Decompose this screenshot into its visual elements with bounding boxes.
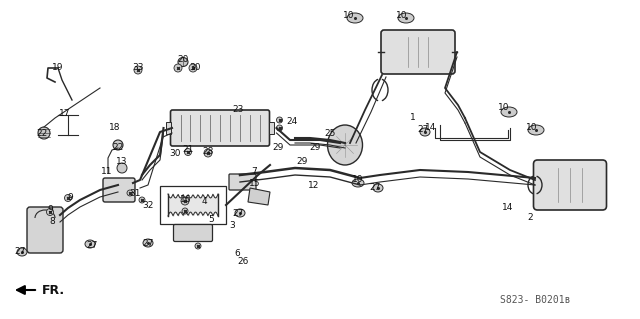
Text: 31: 31 (129, 189, 141, 197)
FancyBboxPatch shape (103, 178, 135, 202)
Circle shape (182, 208, 188, 214)
Text: 27: 27 (14, 248, 26, 256)
Text: 7: 7 (251, 167, 257, 176)
Text: 22: 22 (113, 144, 124, 152)
Text: 24: 24 (286, 117, 298, 127)
Circle shape (204, 149, 212, 157)
Circle shape (174, 64, 182, 72)
Text: 5: 5 (208, 216, 214, 225)
Text: 11: 11 (101, 167, 113, 176)
Text: 22: 22 (36, 129, 47, 137)
FancyBboxPatch shape (381, 30, 455, 74)
Text: 10: 10 (352, 175, 364, 184)
Text: 23: 23 (232, 106, 244, 115)
Ellipse shape (113, 140, 123, 150)
Bar (160, 186, 226, 224)
Ellipse shape (352, 179, 364, 187)
Text: 13: 13 (116, 158, 128, 167)
Circle shape (195, 243, 201, 249)
Circle shape (127, 190, 133, 196)
Ellipse shape (420, 128, 430, 136)
FancyBboxPatch shape (229, 174, 256, 190)
Text: 10: 10 (343, 11, 355, 19)
Text: 3: 3 (229, 220, 235, 229)
Text: 27: 27 (142, 239, 154, 248)
Text: 9: 9 (47, 205, 53, 214)
Text: 28: 28 (202, 147, 214, 157)
Ellipse shape (17, 248, 27, 256)
Bar (166, 122, 171, 134)
Ellipse shape (528, 125, 544, 135)
Ellipse shape (373, 184, 383, 192)
Text: 30: 30 (189, 63, 201, 71)
Text: 10: 10 (499, 103, 509, 113)
Text: 9: 9 (67, 194, 73, 203)
Ellipse shape (143, 239, 153, 247)
Text: 30: 30 (169, 149, 180, 158)
Text: 29: 29 (296, 158, 308, 167)
Text: 19: 19 (52, 63, 64, 72)
Text: 26: 26 (237, 257, 249, 266)
Circle shape (189, 64, 197, 72)
Text: 1: 1 (410, 114, 416, 122)
Text: 4: 4 (201, 197, 207, 206)
FancyBboxPatch shape (534, 160, 607, 210)
Circle shape (65, 195, 72, 202)
Circle shape (47, 209, 54, 216)
Text: 15: 15 (249, 179, 260, 188)
FancyBboxPatch shape (27, 207, 63, 253)
Ellipse shape (85, 240, 95, 248)
Text: 8: 8 (49, 218, 55, 226)
Text: 21: 21 (182, 145, 194, 154)
Text: 27: 27 (417, 125, 429, 135)
Text: 29: 29 (272, 144, 284, 152)
Text: 16: 16 (180, 196, 192, 204)
Polygon shape (248, 188, 270, 205)
Text: 27: 27 (86, 241, 98, 249)
Ellipse shape (235, 209, 245, 217)
Text: FR.: FR. (42, 284, 65, 296)
Text: 10: 10 (396, 11, 408, 19)
FancyBboxPatch shape (173, 225, 212, 241)
FancyBboxPatch shape (170, 110, 269, 146)
Text: 17: 17 (60, 108, 71, 117)
Text: 14: 14 (426, 123, 436, 132)
Text: 2: 2 (527, 213, 533, 222)
Text: 27: 27 (369, 183, 381, 192)
Ellipse shape (501, 107, 517, 117)
Text: 32: 32 (142, 201, 154, 210)
Circle shape (184, 149, 191, 155)
Circle shape (276, 125, 282, 131)
Text: 33: 33 (132, 63, 144, 71)
Text: 27: 27 (232, 209, 244, 218)
Circle shape (181, 197, 189, 205)
Circle shape (134, 66, 142, 74)
Text: 12: 12 (308, 181, 320, 189)
Ellipse shape (347, 13, 363, 23)
Ellipse shape (328, 125, 362, 165)
Text: 10: 10 (526, 123, 538, 132)
Ellipse shape (398, 13, 414, 23)
Text: S823- B0201в: S823- B0201в (500, 295, 570, 305)
Text: 18: 18 (109, 123, 121, 132)
Text: 6: 6 (234, 249, 240, 257)
Text: 20: 20 (177, 56, 189, 64)
Bar (269, 122, 274, 134)
Circle shape (117, 163, 127, 173)
Text: 29: 29 (309, 144, 321, 152)
Text: 25: 25 (324, 129, 336, 137)
Circle shape (139, 197, 145, 203)
Circle shape (276, 117, 282, 123)
Ellipse shape (38, 127, 50, 139)
Ellipse shape (178, 57, 188, 66)
Text: 14: 14 (502, 204, 514, 212)
